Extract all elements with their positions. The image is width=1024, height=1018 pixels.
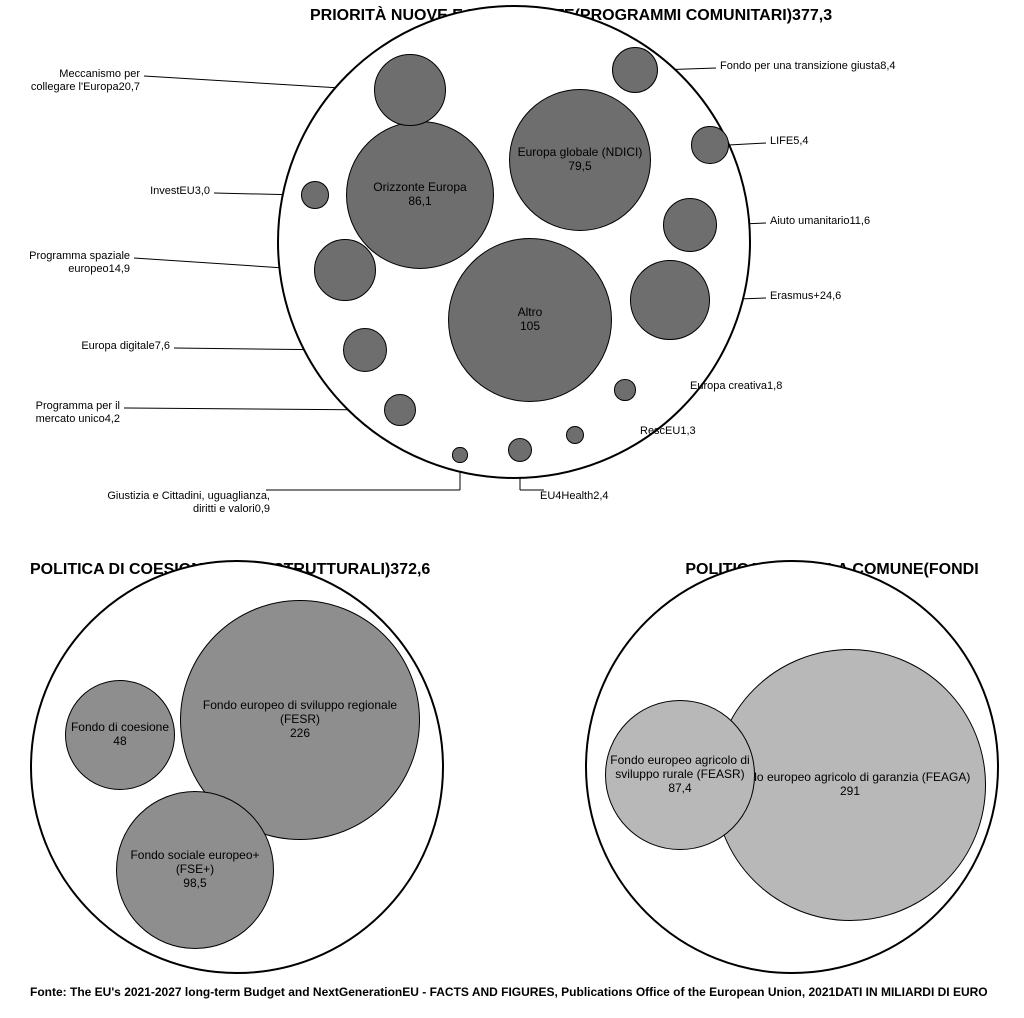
label-life-text: LIFE <box>770 135 793 147</box>
label-aiuto-text: Aiuto umanitario <box>770 215 850 227</box>
bubble-feasr-value: 87,4 <box>668 782 691 796</box>
bubble-feasr: Fondo europeo agricolo di sviluppo rural… <box>605 700 755 850</box>
label-creativa-value: 1,8 <box>767 380 782 392</box>
label-erasmus-text: Erasmus+ <box>770 290 820 302</box>
label-creativa: Europa creativa1,8 <box>690 380 782 393</box>
bubble-coesione-value: 48 <box>113 735 126 749</box>
label-digitale-text: Europa digitale <box>81 340 154 352</box>
footer-line2: DATI IN MILIARDI DI EURO <box>835 985 987 999</box>
label-mercato-value: 4,2 <box>105 413 120 425</box>
bubble-fse-value: 98,5 <box>183 877 206 891</box>
label-digitale: Europa digitale7,6 <box>81 340 170 353</box>
bubble-ndici-value: 79,5 <box>568 160 591 174</box>
bubble-feaga-label: Fondo europeo agricolo di garanzia (FEAG… <box>730 771 971 785</box>
label-spazio: Programma spaziale europeo14,9 <box>29 250 130 275</box>
chart-canvas: PRIORITÀ NUOVE E RAFFORZATE(PROGRAMMI CO… <box>0 0 1024 1018</box>
label-resceu: RescEU1,3 <box>640 425 696 438</box>
label-jtf: Fondo per una transizione giusta8,4 <box>720 60 896 73</box>
bubble-orizzonte-value: 86,1 <box>408 195 431 209</box>
label-resceu-value: 1,3 <box>680 425 695 437</box>
bubble-digitale <box>343 328 387 372</box>
bubble-orizzonte: Orizzonte Europa86,1 <box>346 121 494 269</box>
top-total: 377,3 <box>792 7 832 24</box>
label-life-value: 5,4 <box>793 135 808 147</box>
label-creativa-text: Europa creativa <box>690 380 767 392</box>
bubble-coesione: Fondo di coesione48 <box>65 680 176 791</box>
label-erasmus-value: 24,6 <box>820 290 841 302</box>
label-spazio-value: 14,9 <box>109 263 130 275</box>
bubble-fesr-label: Fondo europeo di sviluppo regionale (FES… <box>185 699 416 727</box>
bubble-ndici-label: Europa globale (NDICI) <box>518 146 643 160</box>
label-giustizia-value: 0,9 <box>255 503 270 515</box>
bubble-aiuto <box>663 198 717 252</box>
bubble-jtf <box>612 47 658 93</box>
bubble-creativa <box>614 379 635 400</box>
label-cef: Meccanismo per collegare l'Europa20,7 <box>31 68 140 93</box>
bubble-fesr-value: 226 <box>290 727 310 741</box>
bubble-altro-label: Altro <box>518 306 543 320</box>
label-eu4health-text: EU4Health <box>540 490 593 502</box>
label-jtf-text: Fondo per una transizione giusta <box>720 60 880 72</box>
label-investeu-value: 3,0 <box>195 185 210 197</box>
bubble-cef <box>374 54 447 127</box>
bubble-life <box>691 126 728 163</box>
top-title-line2: (PROGRAMMI COMUNITARI) <box>575 7 792 24</box>
label-life: LIFE5,4 <box>770 135 809 148</box>
label-mercato: Programma per il mercato unico4,2 <box>0 400 120 425</box>
footer-line1: Fonte: The EU's 2021-2027 long-term Budg… <box>30 985 835 999</box>
bubble-spazio <box>314 239 376 301</box>
source-footer: Fonte: The EU's 2021-2027 long-term Budg… <box>30 985 988 999</box>
bubble-feaga: Fondo europeo agricolo di garanzia (FEAG… <box>714 649 987 922</box>
bubble-feaga-value: 291 <box>840 785 860 799</box>
label-giustizia-text: Giustizia e Cittadini, uguaglianza, diri… <box>107 490 270 515</box>
bubble-fse: Fondo sociale europeo+ (FSE+)98,5 <box>116 791 275 950</box>
label-investeu: InvestEU3,0 <box>150 185 210 198</box>
bubble-investeu <box>301 181 329 209</box>
label-eu4health-value: 2,4 <box>593 490 608 502</box>
label-investeu-text: InvestEU <box>150 185 195 197</box>
label-digitale-value: 7,6 <box>155 340 170 352</box>
bubble-fse-label: Fondo sociale europeo+ (FSE+) <box>121 849 270 877</box>
label-giustizia: Giustizia e Cittadini, uguaglianza, diri… <box>107 490 270 515</box>
bubble-feasr-label: Fondo europeo agricolo di sviluppo rural… <box>610 754 750 782</box>
label-eu4health: EU4Health2,4 <box>540 490 609 503</box>
bubble-coesione-label: Fondo di coesione <box>71 721 169 735</box>
label-aiuto: Aiuto umanitario11,6 <box>770 215 870 228</box>
label-jtf-value: 8,4 <box>880 60 895 72</box>
bubble-ndici: Europa globale (NDICI)79,5 <box>509 89 652 232</box>
label-cef-value: 20,7 <box>119 81 140 93</box>
bubble-altro: Altro105 <box>448 238 612 402</box>
left-total: 372,6 <box>390 561 430 578</box>
label-resceu-text: RescEU <box>640 425 680 437</box>
bubble-resceu <box>566 426 584 444</box>
bubble-giustizia <box>452 447 467 462</box>
label-erasmus: Erasmus+24,6 <box>770 290 841 303</box>
bubble-erasmus <box>630 260 709 339</box>
bubble-orizzonte-label: Orizzonte Europa <box>373 181 466 195</box>
label-aiuto-value: 11,6 <box>850 215 871 227</box>
bubble-altro-value: 105 <box>520 320 540 334</box>
